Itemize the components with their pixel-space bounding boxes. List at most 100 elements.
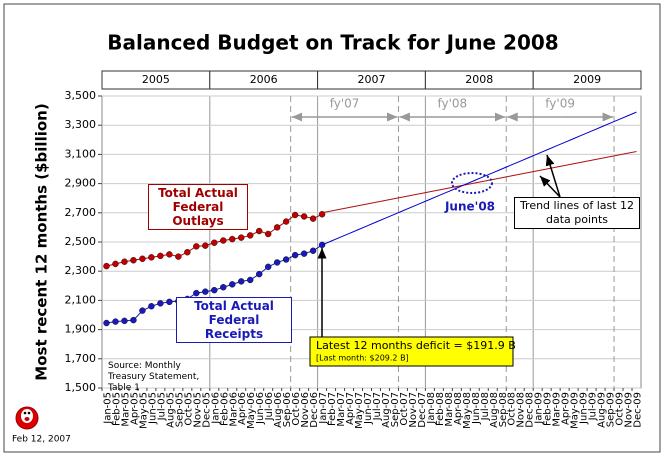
fiscal-label: fy'07	[330, 97, 360, 111]
x-tick-label: Apr-08	[453, 392, 464, 425]
source-label: Source: Monthly Treasury Statement, Tabl…	[108, 361, 200, 393]
x-tick-label: Dec-08	[525, 392, 536, 428]
year-label: 2005	[142, 73, 170, 86]
trend-arrow	[545, 154, 561, 198]
x-tick-label: Aug-05	[165, 392, 176, 428]
year-label: 2008	[465, 73, 493, 86]
data-point	[264, 230, 272, 238]
x-tick-label: Sep-05	[174, 392, 185, 427]
y-tick-label: 1,500	[65, 381, 97, 394]
data-point	[238, 278, 245, 285]
series-line	[321, 150, 637, 214]
x-tick-label: Aug-09	[597, 392, 608, 428]
x-tick-label: Feb-08	[435, 392, 446, 426]
data-point	[211, 239, 218, 246]
data-point	[148, 303, 155, 310]
x-tick-label: Jul-05	[156, 392, 167, 421]
x-tick-label: Mar-07	[336, 392, 347, 427]
june-label: June'08	[444, 200, 495, 214]
series-label: Total Actual Federal Outlays	[148, 184, 248, 230]
x-tick-label: May-08	[462, 392, 473, 429]
x-tick-label: Jan-07	[318, 392, 329, 425]
x-tick-label: Mar-09	[552, 392, 563, 427]
data-point	[282, 218, 290, 225]
data-point	[202, 288, 209, 295]
x-tick-label: Aug-08	[489, 392, 500, 428]
year-cell	[532, 70, 642, 90]
x-tick-label: Aug-06	[273, 392, 284, 428]
data-point	[148, 254, 155, 261]
x-tick-label: Aug-07	[381, 392, 392, 428]
data-point	[157, 252, 164, 260]
x-tick-label: Jun-09	[579, 392, 590, 425]
data-point	[264, 263, 272, 271]
y-tick-label: 3,100	[65, 147, 97, 160]
data-point	[300, 213, 308, 220]
data-point	[300, 250, 308, 257]
x-tick-label: Jan-05	[102, 392, 113, 425]
x-tick-label: Sep-09	[606, 392, 617, 427]
x-tick-label: Oct-06	[291, 392, 302, 426]
year-label: 2006	[250, 73, 278, 86]
x-tick-label: May-07	[354, 392, 365, 429]
data-point	[256, 270, 263, 278]
data-point	[229, 235, 236, 243]
data-point	[273, 224, 281, 231]
x-tick-label: Mar-05	[120, 392, 131, 427]
series-label: Total Actual Federal Receipts	[176, 297, 292, 343]
data-point	[193, 243, 200, 250]
x-tick-label: Nov-05	[192, 392, 203, 428]
x-tick-label: Nov-08	[516, 392, 527, 428]
x-tick-label: Jun-08	[471, 392, 482, 425]
x-tick-label: Apr-07	[345, 392, 356, 425]
x-tick-label: Apr-09	[561, 392, 572, 425]
chart-title: Balanced Budget on Track for June 2008	[107, 31, 558, 55]
x-tick-label: Nov-09	[624, 392, 635, 428]
data-point	[309, 247, 317, 254]
x-tick-label: Jan-06	[210, 392, 221, 425]
x-tick-label: Sep-08	[498, 392, 509, 427]
x-tick-label: Feb-05	[111, 392, 122, 426]
x-tick-label: Dec-06	[309, 392, 320, 428]
x-tick-label: Mar-08	[444, 392, 455, 427]
x-tick-label: Dec-05	[201, 392, 212, 428]
date: Feb 12, 2007	[12, 435, 71, 445]
x-tick-label: Apr-06	[237, 392, 248, 425]
data-point	[291, 211, 299, 219]
x-tick-label: Feb-06	[219, 392, 230, 426]
data-point	[139, 255, 146, 262]
x-tick-label: Jun-07	[363, 392, 374, 425]
trend-arrow	[539, 175, 561, 198]
y-tick-label: 2,500	[65, 235, 97, 248]
data-point	[220, 237, 227, 244]
x-tick-label: Sep-06	[282, 392, 293, 427]
y-axis-label: Most recent 12 months ($billion)	[33, 103, 51, 380]
data-point	[112, 318, 119, 325]
x-tick-label: Oct-09	[615, 392, 626, 426]
deficit-text: Latest 12 months deficit = $191.9 B	[316, 339, 516, 352]
data-point	[220, 284, 227, 291]
data-point	[184, 249, 191, 256]
data-point	[309, 215, 317, 222]
data-point	[291, 251, 299, 259]
data-point	[247, 276, 254, 284]
data-point	[166, 251, 173, 258]
x-tick-label: Jun-06	[255, 392, 266, 425]
x-tick-label: Dec-07	[417, 392, 428, 428]
x-tick-label: Mar-06	[228, 392, 239, 427]
y-tick-label: 1,700	[65, 352, 97, 365]
x-tick-label: Dec-09	[633, 392, 644, 428]
x-tick-label: May-09	[570, 392, 581, 429]
data-point	[175, 253, 182, 260]
year-label: 2009	[573, 73, 601, 86]
x-tick-label: Nov-06	[300, 392, 311, 428]
trend-label: Trend lines of last 12 data points	[514, 197, 640, 229]
data-point	[130, 257, 137, 264]
data-point	[238, 234, 245, 241]
x-tick-label: Oct-05	[183, 392, 194, 426]
y-tick-label: 1,900	[65, 323, 97, 336]
x-tick-label: Sep-07	[390, 392, 401, 427]
x-tick-label: Jul-09	[588, 392, 599, 421]
data-point	[273, 259, 281, 266]
